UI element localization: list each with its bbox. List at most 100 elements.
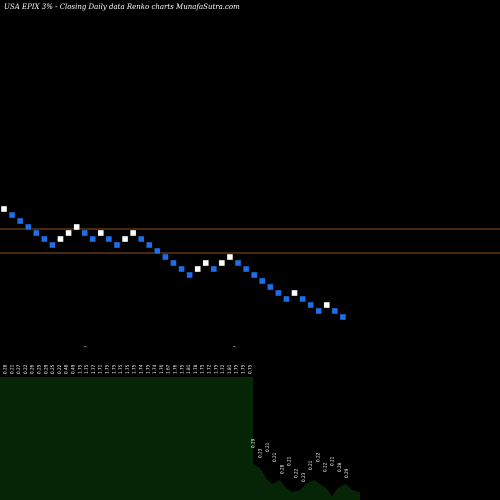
renko-brick-up — [65, 229, 72, 237]
volume-label: 1.75 — [125, 364, 130, 374]
renko-brick-up — [226, 253, 234, 261]
volume-label: 0.49 — [71, 364, 76, 374]
renko-brick-down — [275, 289, 282, 297]
renko-brick-down — [146, 241, 153, 249]
renko-brick-up — [57, 235, 64, 243]
chart-title: USA EPIX 3% - Closing Daily data Renko c… — [4, 3, 240, 11]
volume-label: 0.28 — [279, 464, 284, 474]
renko-brick-down — [210, 265, 218, 273]
volume-label: 0.21 — [9, 364, 14, 374]
volume-label: 0.22 — [57, 364, 62, 374]
renko-brick-down — [242, 265, 250, 273]
volume-label: 1.75 — [213, 364, 218, 374]
renko-brick-up — [97, 229, 105, 237]
renko-brick-down — [81, 229, 88, 237]
volume-label: 1.81 — [227, 364, 232, 374]
renko-brick-up — [121, 235, 129, 243]
volume-label: 0.25 — [50, 364, 55, 374]
renko-brick-down — [234, 259, 242, 267]
renko-brick-up — [0, 205, 8, 213]
volume-label: 0.25 — [37, 364, 42, 374]
volume-label: 0.22 — [323, 462, 328, 472]
renko-brick-down — [33, 229, 40, 237]
volume-label: 1.75 — [200, 364, 205, 374]
volume-label: 0.23 — [258, 448, 263, 458]
volume-label: 0.29 — [43, 364, 48, 374]
volume-label: 1.75 — [77, 364, 82, 374]
renko-brick-down — [250, 271, 258, 279]
volume-label: 0.21 — [265, 442, 270, 452]
volume-label: 0.21 — [272, 452, 277, 462]
renko-brick-down — [41, 235, 48, 243]
volume-label: 1.75 — [111, 364, 116, 374]
volume-block — [0, 377, 253, 500]
volume-label: 0.26 — [30, 364, 35, 374]
renko-brick-down — [89, 235, 96, 243]
renko-brick-down — [307, 301, 314, 309]
volume-label: 0.75 — [247, 364, 252, 374]
volume-label: 1.75 — [132, 364, 137, 374]
volume-label: 1.75 — [145, 364, 150, 374]
marker-glyph: ⌁ — [233, 344, 236, 349]
volume-label: 1.71 — [98, 364, 103, 374]
volume-label: 1.67 — [166, 364, 171, 374]
renko-brick-up — [73, 223, 80, 231]
volume-label: 0.22 — [23, 364, 28, 374]
volume-label: 1.77 — [91, 364, 96, 374]
renko-brick-up — [129, 229, 137, 237]
volume-label: 1.75 — [84, 364, 89, 374]
renko-brick-down — [113, 241, 121, 249]
volume-label: 0.29 — [251, 438, 256, 448]
renko-brick-up — [194, 265, 201, 273]
renko-brick-down — [339, 313, 347, 321]
volume-label: 0.21 — [330, 456, 335, 466]
volume-label: 1.75 — [105, 364, 110, 374]
renko-brick-down — [137, 235, 145, 243]
renko-brick-down — [8, 211, 16, 219]
marker-glyph: ⌁ — [84, 344, 87, 349]
renko-brick-down — [105, 235, 113, 243]
volume-label: 1.75 — [241, 364, 246, 374]
volume-label: 1.72 — [207, 364, 212, 374]
volume-label: 0.28 — [3, 364, 8, 374]
volume-tail — [253, 464, 360, 500]
volume-label: 0.27 — [16, 364, 21, 374]
renko-brick-down — [16, 217, 24, 225]
renko-brick-down — [49, 241, 56, 249]
renko-brick-up — [202, 259, 209, 267]
volume-label: 1.81 — [186, 364, 191, 374]
volume-label: 1.74 — [139, 364, 144, 374]
renko-brick-down — [259, 277, 266, 285]
volume-label: 1.78 — [193, 364, 198, 374]
renko-brick-down — [299, 295, 306, 303]
renko-brick-down — [25, 223, 32, 231]
renko-brick-up — [323, 301, 330, 309]
renko-brick-down — [267, 283, 274, 291]
renko-brick-up — [218, 259, 226, 267]
renko-brick-down — [154, 247, 161, 255]
volume-label: 1.76 — [159, 364, 164, 374]
renko-brick-down — [186, 271, 193, 279]
volume-label: 0.22 — [315, 452, 320, 462]
volume-label: 1.72 — [220, 364, 225, 374]
volume-label: 1.76 — [173, 364, 178, 374]
volume-label: 1.75 — [234, 364, 239, 374]
renko-brick-down — [283, 295, 290, 303]
renko-brick-down — [170, 259, 177, 267]
volume-label: 0.28 — [337, 462, 342, 472]
volume-label: 0.21 — [308, 460, 313, 470]
volume-label: 1.74 — [152, 364, 157, 374]
volume-label: 1.75 — [118, 364, 123, 374]
volume-label: 0.21 — [287, 456, 292, 466]
volume-label: 0.29 — [344, 468, 349, 478]
renko-brick-down — [315, 307, 322, 315]
renko-brick-down — [178, 265, 185, 273]
renko-brick-down — [331, 307, 339, 315]
volume-label: 0.48 — [64, 364, 69, 374]
volume-label: 0.23 — [301, 472, 306, 482]
volume-label: 1.75 — [179, 364, 184, 374]
volume-label: 0.22 — [294, 468, 299, 478]
renko-brick-up — [291, 289, 298, 297]
renko-brick-down — [162, 253, 169, 261]
